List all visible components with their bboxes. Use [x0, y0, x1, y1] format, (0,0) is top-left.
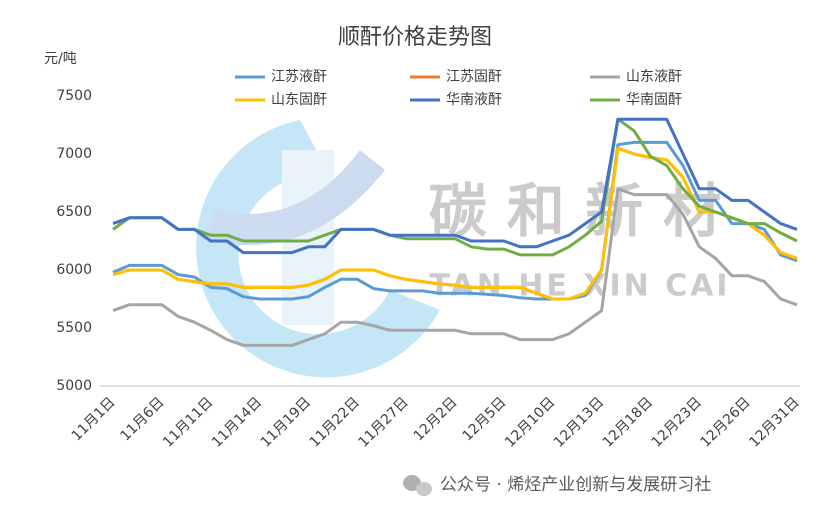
logo-swoosh	[205, 150, 385, 246]
y-tick-label: 7000	[56, 146, 92, 162]
footer: 公众号 · 烯烃产业创新与发展研习社	[440, 475, 711, 495]
legend-label: 山东固酐	[271, 92, 327, 108]
y-tick-label: 6000	[56, 262, 92, 278]
y-tick-label: 5000	[56, 378, 92, 394]
legend-label: 华南液酐	[446, 92, 502, 108]
logo-arc	[196, 120, 440, 378]
series-line	[112, 117, 798, 255]
series-line	[112, 187, 798, 347]
legend-label: 江苏固酐	[446, 69, 502, 85]
legend-label: 华南固酐	[626, 92, 682, 108]
series-line	[112, 146, 798, 301]
icon-bubble	[416, 482, 432, 496]
y-tick-label: 7500	[56, 88, 92, 104]
watermark-logo	[196, 120, 440, 378]
legend-label: 山东液酐	[626, 69, 682, 85]
y-axis-label: 元/吨	[44, 51, 77, 67]
watermark-name: 碳 和 新 材	[429, 177, 722, 245]
series-line	[112, 117, 798, 257]
y-tick-label: 6500	[56, 204, 92, 220]
chart-title: 顺酐价格走势图	[338, 25, 492, 50]
footer-icon	[403, 475, 432, 496]
legend-label: 江苏液酐	[271, 69, 327, 85]
y-tick-label: 5500	[56, 320, 92, 336]
series-line	[112, 140, 798, 301]
